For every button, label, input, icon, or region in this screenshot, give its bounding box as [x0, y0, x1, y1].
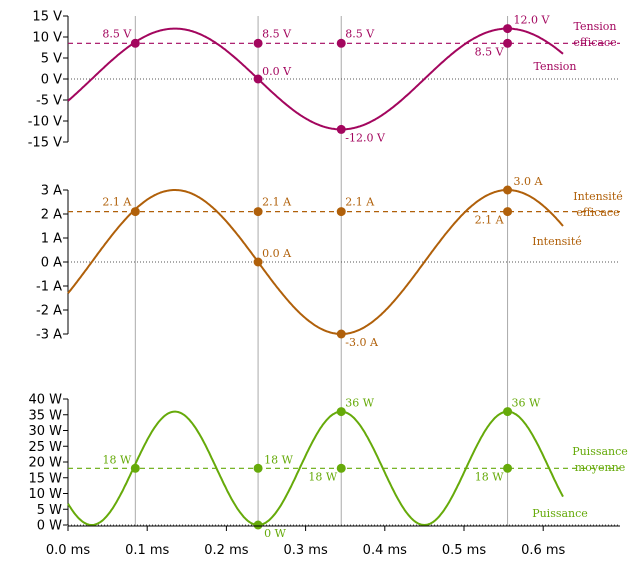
y-tick-label-V-2: 5 V	[41, 52, 62, 67]
data-label-W-4: 18 W	[308, 470, 337, 483]
data-label-W-6: 18 W	[475, 470, 504, 483]
curve-W	[67, 410, 564, 527]
y-tick-label-A-5: -2 A	[36, 304, 62, 319]
y-tick-label-V-1: 10 V	[32, 31, 62, 46]
y-tick-label-W-8: 0 W	[37, 519, 62, 534]
data-label-W-0: 18 W	[103, 453, 132, 466]
data-label-V-4: -12.0 V	[345, 131, 386, 144]
data-label-V-3: 8.5 V	[345, 27, 375, 40]
y-tick-label-A-4: -1 A	[36, 280, 62, 295]
legend-reference-sub-V: efficace	[573, 36, 616, 49]
y-tick-label-W-0: 40 W	[28, 393, 62, 408]
data-label-A-5: 3.0 A	[514, 175, 544, 188]
data-point-V-3	[336, 38, 346, 48]
x-tick-label-1: 0.1 ms	[125, 543, 169, 558]
y-tick-label-W-3: 25 W	[28, 440, 62, 455]
x-tick-label-0: 0.0 ms	[46, 543, 90, 558]
y-tick-label-A-6: -3 A	[36, 328, 62, 343]
data-label-A-2: 0.0 A	[262, 247, 292, 260]
data-point-V-4	[336, 124, 346, 134]
x-tick-label-4: 0.4 ms	[363, 543, 407, 558]
data-label-A-4: -3.0 A	[345, 336, 379, 349]
legend-curve-W: Puissance	[532, 507, 588, 520]
y-tick-label-V-6: -15 V	[28, 136, 62, 151]
data-point-V-6	[503, 38, 513, 48]
data-point-W-2	[253, 520, 263, 530]
legend-curve-A: Intensité	[532, 235, 582, 248]
data-point-V-1	[253, 38, 263, 48]
data-point-A-4	[336, 329, 346, 339]
data-point-A-6	[503, 207, 513, 217]
data-label-V-6: 8.5 V	[475, 45, 505, 58]
legend-reference-title-V: Tension	[574, 20, 617, 33]
data-point-W-5	[503, 407, 513, 417]
data-point-A-0	[130, 207, 140, 217]
data-label-A-0: 2.1 A	[102, 196, 132, 209]
y-tick-label-W-5: 15 W	[28, 471, 62, 486]
data-point-A-2	[253, 257, 263, 267]
legend-reference-title-A: Intensité	[573, 190, 623, 203]
data-label-V-0: 8.5 V	[102, 27, 132, 40]
data-label-W-3: 36 W	[345, 397, 374, 410]
data-point-A-1	[253, 207, 263, 217]
data-label-V-2: 0.0 V	[262, 65, 292, 78]
y-tick-label-V-5: -10 V	[28, 115, 62, 130]
data-point-W-4	[336, 463, 346, 473]
data-label-W-2: 0 W	[264, 527, 286, 540]
data-label-W-5: 36 W	[512, 397, 541, 410]
data-point-W-6	[503, 463, 513, 473]
data-point-V-0	[130, 38, 140, 48]
y-tick-label-A-2: 1 A	[41, 232, 62, 247]
x-tick-label-3: 0.3 ms	[283, 543, 327, 558]
y-tick-label-A-3: 0 A	[41, 256, 62, 271]
y-tick-label-W-1: 35 W	[28, 408, 62, 423]
legend-reference-sub-A: efficace	[576, 206, 619, 219]
data-label-A-3: 2.1 A	[345, 196, 375, 209]
data-label-V-1: 8.5 V	[262, 27, 292, 40]
x-tick-label-2: 0.2 ms	[204, 543, 248, 558]
y-tick-label-W-7: 5 W	[37, 503, 62, 518]
data-point-W-3	[336, 407, 346, 417]
y-tick-label-W-6: 10 W	[28, 487, 62, 502]
y-tick-label-V-0: 15 V	[32, 10, 62, 25]
data-point-A-5	[503, 185, 513, 195]
x-tick-label-5: 0.5 ms	[442, 543, 486, 558]
legend-curve-V: Tension	[534, 60, 577, 73]
data-point-W-1	[253, 463, 263, 473]
data-point-A-3	[336, 207, 346, 217]
y-tick-label-A-0: 3 A	[41, 184, 62, 199]
data-label-A-6: 2.1 A	[475, 214, 505, 227]
legend-reference-title-W: Puissance	[572, 445, 628, 458]
data-label-A-1: 2.1 A	[262, 196, 292, 209]
y-tick-label-V-4: -5 V	[36, 94, 62, 109]
x-tick-label-6: 0.6 ms	[521, 543, 565, 558]
data-label-V-5: 12.0 V	[514, 14, 551, 27]
curve-V	[67, 27, 564, 131]
y-tick-label-W-4: 20 W	[28, 456, 62, 471]
data-point-V-5	[503, 24, 513, 34]
y-tick-label-A-1: 2 A	[41, 208, 62, 223]
data-label-W-1: 18 W	[264, 453, 293, 466]
curve-A	[67, 189, 564, 335]
y-tick-label-V-3: 0 V	[41, 73, 62, 88]
data-point-V-2	[253, 74, 263, 84]
y-tick-label-W-2: 30 W	[28, 424, 62, 439]
data-point-W-0	[130, 463, 140, 473]
legend-reference-sub-W: moyenne	[575, 461, 625, 474]
